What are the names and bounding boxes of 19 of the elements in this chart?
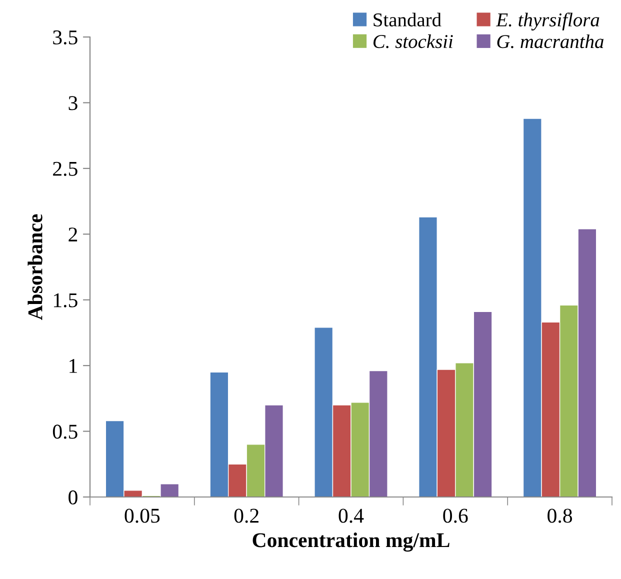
y-tick-label: 0 — [68, 490, 78, 504]
x-tick-label: 0.2 — [234, 508, 258, 523]
legend-label: G. macrantha — [497, 34, 604, 48]
y-tick-label: 2 — [68, 228, 78, 242]
y-tick-label: 3.5 — [53, 30, 78, 45]
legend-label: E. thyrsiflora — [496, 12, 600, 30]
x-tick-label: 0.8 — [548, 508, 572, 523]
y-tick-label: 2.5 — [53, 162, 78, 176]
y-tick-label: 0.5 — [52, 424, 78, 439]
legend-label: C. stocksii — [373, 34, 453, 48]
y-axis-title: Absorbance — [28, 214, 42, 320]
x-tick-label: 0.4 — [338, 508, 364, 523]
y-tick-label: 3 — [68, 96, 78, 110]
y-tick-label: 1 — [70, 359, 77, 373]
x-tick-label: 0.6 — [443, 508, 468, 523]
y-tick-label: 1.5 — [54, 293, 78, 308]
x-axis-title: Concentration mg/mL — [252, 532, 450, 552]
legend-label: Standard — [374, 12, 442, 26]
x-tick-label: 0.05 — [124, 508, 160, 523]
